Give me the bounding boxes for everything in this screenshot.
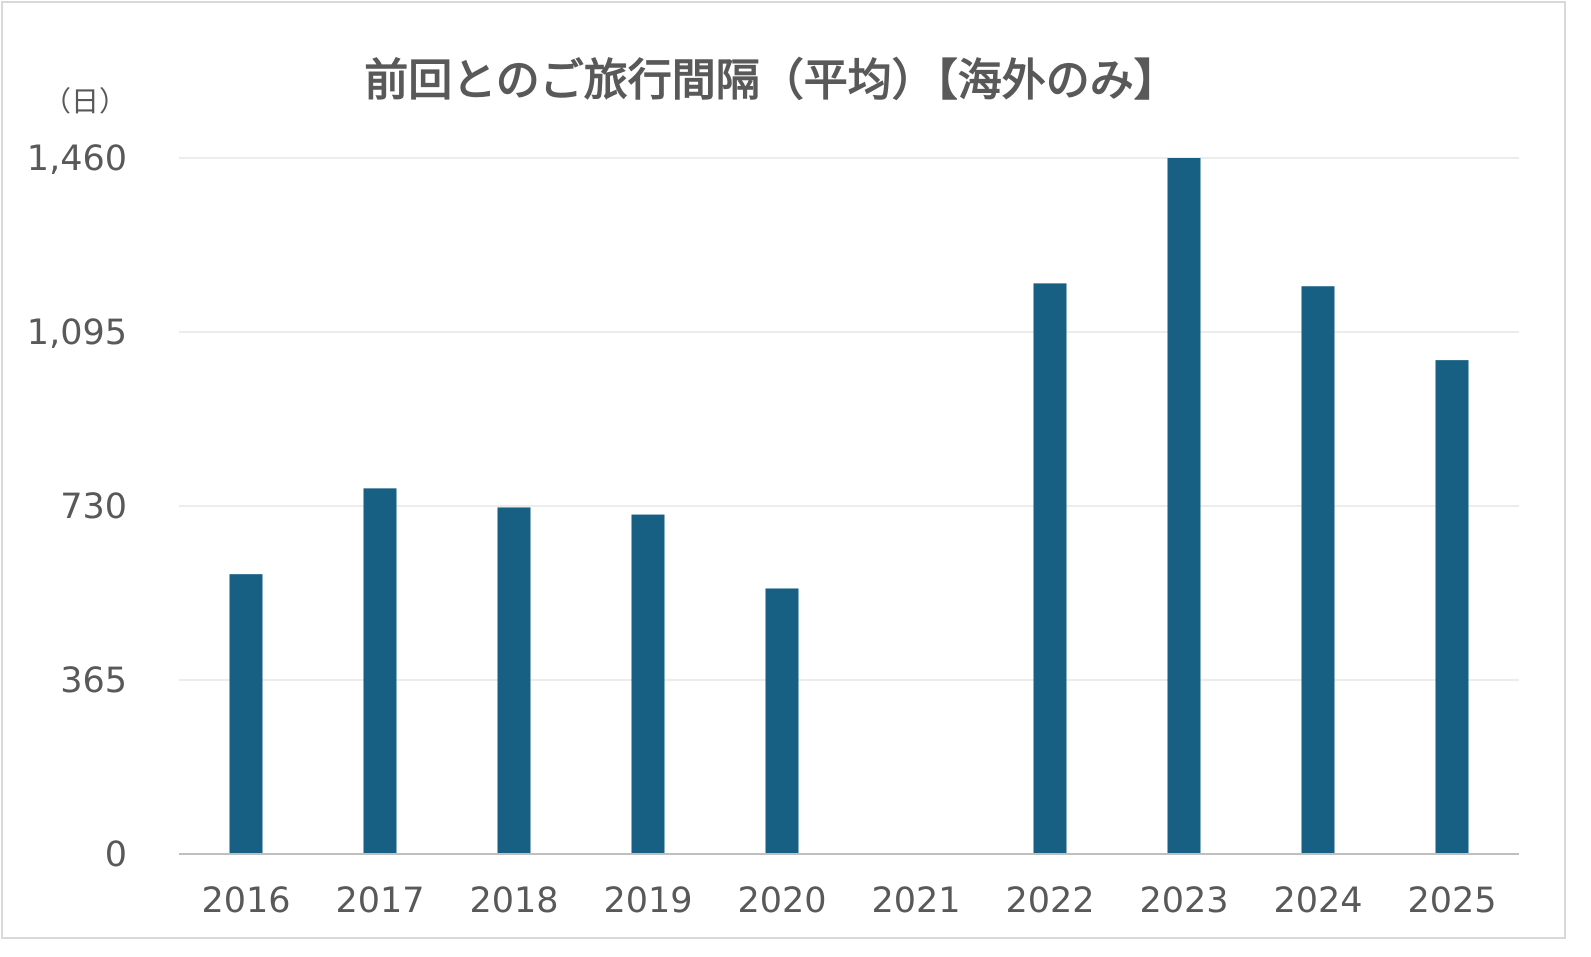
x-tick-label-2020: 2020: [737, 881, 826, 921]
x-tick-label-2021: 2021: [871, 881, 960, 921]
bar-2019: [631, 514, 665, 854]
x-tick-label-2017: 2017: [335, 881, 424, 921]
y-tick-label: 1,095: [27, 313, 127, 353]
bar-2018: [497, 507, 531, 854]
chart-svg: 前回とのご旅行間隔（平均）【海外のみ】 （日） 0 365 730 1,095 1,46…: [27, 55, 1519, 921]
x-tick-label-2024: 2024: [1273, 881, 1362, 921]
y-tick-label: 365: [60, 661, 127, 701]
x-tick-label-2025: 2025: [1407, 881, 1496, 921]
chart-frame: 前回とのご旅行間隔（平均）【海外のみ】 （日） 0 365 730 1,095 1,46…: [1, 1, 1566, 939]
bar-2016: [229, 574, 263, 854]
x-tick-label-2023: 2023: [1139, 881, 1228, 921]
bar-2020: [765, 588, 799, 854]
chart-title: 前回とのご旅行間隔（平均）【海外のみ】: [364, 55, 1178, 106]
y-axis-unit-label: （日）: [43, 85, 127, 118]
bars: [229, 158, 1469, 855]
x-tick-label-2016: 2016: [201, 881, 290, 921]
x-tick-label-2022: 2022: [1005, 881, 1094, 921]
bar-2025: [1435, 360, 1469, 854]
y-tick-label: 730: [60, 487, 127, 527]
y-tick-label: 0: [105, 835, 127, 875]
bar-2023: [1167, 158, 1201, 854]
x-axis-ticks: 2016 2017 2018 2019 2020 2021 2022 2023 2024 2025: [201, 881, 1496, 921]
gridlines: [179, 157, 1519, 681]
y-tick-label: 1,460: [27, 139, 127, 179]
bar-2022: [1033, 283, 1067, 854]
y-axis-ticks: 0 365 730 1,095 1,460: [27, 139, 127, 875]
x-tick-label-2018: 2018: [469, 881, 558, 921]
x-tick-label-2019: 2019: [603, 881, 692, 921]
bar-2024: [1301, 286, 1335, 855]
bar-2017: [363, 488, 397, 854]
